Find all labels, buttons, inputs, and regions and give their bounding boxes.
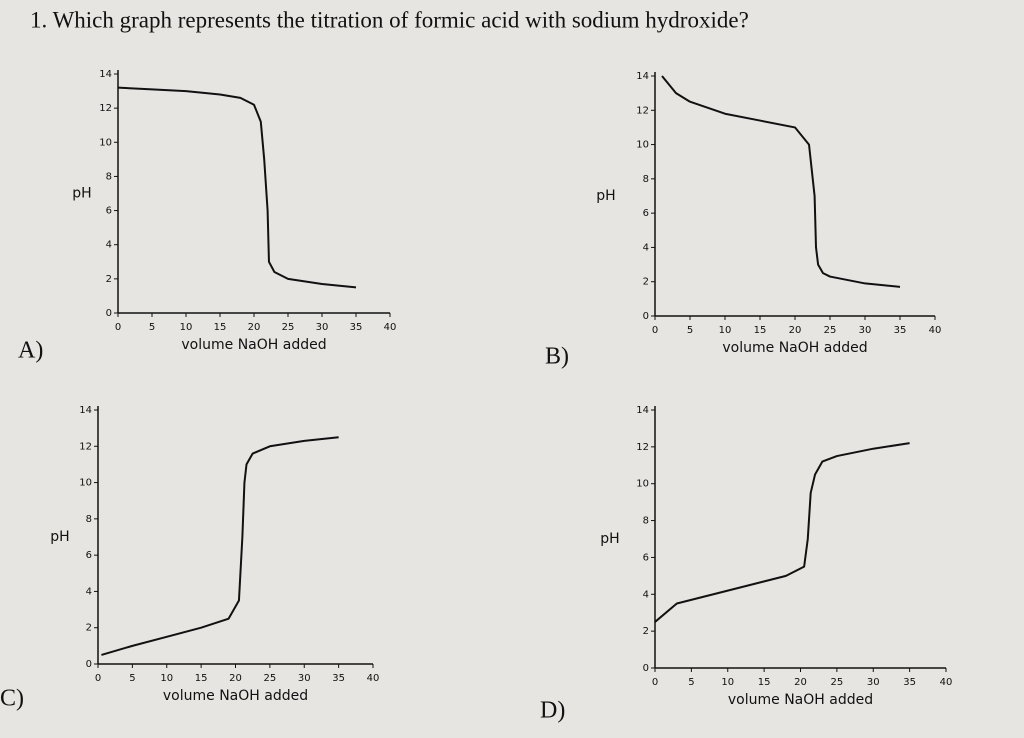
- question: 1. Which graph represents the titration …: [30, 7, 749, 32]
- x-tick-label: 25: [824, 325, 837, 336]
- x-tick-label: 20: [794, 677, 807, 688]
- titration-curve: [654, 442, 910, 623]
- y-tick-label: 4: [643, 242, 649, 253]
- x-tick-label: 30: [316, 322, 329, 333]
- x-tick-label: 30: [298, 673, 311, 684]
- y-tick-label: 14: [636, 405, 649, 416]
- x-tick-label: 30: [867, 677, 880, 688]
- x-tick-label: 5: [129, 673, 135, 684]
- x-tick-label: 40: [384, 322, 397, 333]
- x-tick-label: 15: [214, 322, 227, 333]
- x-tick-label: 10: [160, 673, 173, 684]
- y-tick-label: 10: [636, 479, 649, 490]
- option-label: A): [18, 338, 43, 364]
- y-tick-label: 2: [86, 623, 92, 634]
- y-tick-label: 10: [99, 137, 112, 148]
- x-tick-label: 10: [719, 325, 732, 336]
- y-tick-label: 0: [643, 663, 649, 674]
- x-tick-label: 25: [831, 677, 844, 688]
- y-tick-label: 2: [643, 626, 649, 637]
- x-tick-label: 25: [282, 322, 295, 333]
- x-tick-label: 10: [721, 677, 734, 688]
- y-tick-label: 6: [86, 550, 92, 561]
- y-tick-label: 8: [643, 516, 649, 527]
- x-tick-label: 40: [940, 677, 953, 688]
- x-tick-label: 35: [903, 677, 916, 688]
- y-tick-label: 6: [106, 206, 112, 217]
- titration-curve: [661, 75, 901, 288]
- x-axis-label: volume NaOH added: [722, 340, 867, 356]
- x-tick-label: 35: [894, 325, 907, 336]
- y-axis-label: pH: [600, 531, 619, 547]
- x-tick-label: 0: [95, 673, 101, 684]
- y-tick-label: 2: [106, 274, 112, 285]
- y-tick-label: 14: [636, 71, 649, 82]
- x-tick-label: 35: [332, 673, 345, 684]
- option-label: B): [545, 344, 569, 370]
- y-tick-label: 12: [79, 441, 92, 452]
- y-tick-label: 10: [636, 140, 649, 151]
- y-tick-label: 2: [643, 277, 649, 288]
- y-tick-label: 12: [636, 442, 649, 453]
- x-tick-label: 0: [652, 325, 658, 336]
- x-axis-label: volume NaOH added: [181, 337, 326, 353]
- y-tick-label: 8: [86, 514, 92, 525]
- y-tick-label: 12: [636, 105, 649, 116]
- option-label: D): [540, 698, 565, 724]
- x-tick-label: 40: [929, 325, 942, 336]
- x-tick-label: 20: [789, 325, 802, 336]
- titration-curve: [101, 436, 339, 656]
- x-tick-label: 0: [115, 322, 121, 333]
- x-tick-label: 5: [149, 322, 155, 333]
- x-tick-label: 20: [248, 322, 261, 333]
- y-tick-label: 8: [106, 171, 112, 182]
- x-tick-label: 40: [367, 673, 380, 684]
- y-tick-label: 4: [86, 586, 92, 597]
- x-tick-label: 15: [754, 325, 767, 336]
- y-axis-label: pH: [50, 529, 69, 545]
- x-tick-label: 0: [652, 677, 658, 688]
- x-tick-label: 30: [859, 325, 872, 336]
- y-tick-label: 14: [79, 405, 92, 416]
- x-axis-label: volume NaOH added: [728, 692, 873, 708]
- x-tick-label: 15: [758, 677, 771, 688]
- y-tick-label: 8: [643, 174, 649, 185]
- y-tick-label: 6: [643, 552, 649, 563]
- x-tick-label: 20: [229, 673, 242, 684]
- x-tick-label: 10: [180, 322, 193, 333]
- option-label: C): [0, 686, 24, 712]
- x-tick-label: 15: [195, 673, 208, 684]
- y-tick-label: 14: [99, 69, 112, 80]
- y-tick-label: 0: [643, 311, 649, 322]
- y-axis-label: pH: [72, 186, 91, 202]
- y-tick-label: 0: [106, 308, 112, 319]
- titration-curve: [117, 86, 357, 289]
- y-tick-label: 12: [99, 103, 112, 114]
- x-tick-label: 35: [350, 322, 363, 333]
- x-tick-label: 5: [688, 677, 694, 688]
- x-tick-label: 5: [687, 325, 693, 336]
- y-tick-label: 4: [643, 589, 649, 600]
- x-axis-label: volume NaOH added: [163, 688, 308, 704]
- y-tick-label: 10: [79, 478, 92, 489]
- x-tick-label: 25: [264, 673, 277, 684]
- y-tick-label: 0: [86, 659, 92, 670]
- y-axis-label: pH: [596, 188, 615, 204]
- y-tick-label: 4: [106, 240, 112, 251]
- y-tick-label: 6: [643, 208, 649, 219]
